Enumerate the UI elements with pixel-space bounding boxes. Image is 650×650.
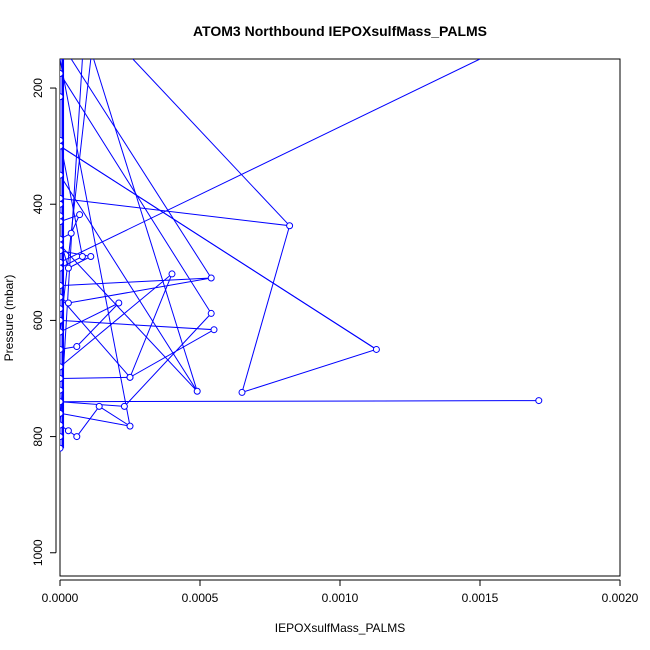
data-point	[87, 253, 95, 261]
data-point	[60, 444, 64, 452]
data-segment	[70, 59, 212, 279]
data-point	[60, 264, 64, 272]
data-point	[60, 241, 64, 249]
series-line	[60, 72, 539, 449]
data-point	[60, 70, 64, 78]
data-point	[60, 212, 64, 220]
x-tick-label: 0.0015	[462, 591, 499, 605]
data-point	[60, 316, 64, 324]
data-point	[95, 402, 103, 410]
data-point	[207, 274, 215, 282]
data-point	[60, 258, 64, 266]
x-tick-label: 0.0000	[42, 591, 79, 605]
data-point	[60, 363, 64, 371]
data-point	[76, 211, 84, 219]
data-point	[60, 142, 64, 150]
data-segment	[132, 59, 290, 227]
data-point	[64, 427, 72, 435]
data-point	[73, 433, 81, 441]
y-tick-label: 600	[31, 310, 45, 330]
data-segment	[60, 59, 92, 333]
data-point	[64, 299, 72, 307]
chart-title: ATOM3 Northbound IEPOXsulfMass_PALMS	[193, 23, 487, 39]
data-point	[286, 222, 294, 230]
data-point	[60, 200, 64, 208]
data-point	[60, 328, 64, 336]
data-point	[372, 345, 380, 353]
data-segment	[93, 59, 198, 392]
data-point	[238, 388, 246, 396]
data-segment	[60, 59, 481, 263]
data-point	[60, 293, 64, 301]
x-tick-label: 0.0005	[182, 591, 219, 605]
y-tick-label: 1000	[31, 539, 45, 566]
data-point	[60, 171, 64, 179]
data-point	[60, 433, 64, 441]
x-axis: 0.0000 0.0005 0.0010 0.0015 0.0020	[42, 579, 639, 605]
data-segment	[60, 59, 131, 427]
data-point	[126, 422, 134, 430]
data-point	[73, 343, 81, 351]
y-tick-label: 200	[31, 78, 45, 98]
y-axis-label: Pressure (mbar)	[2, 275, 16, 362]
data-point	[60, 218, 64, 226]
data-point	[60, 421, 64, 429]
data-point	[60, 136, 64, 144]
data-point	[60, 93, 64, 101]
x-tick-label: 0.0020	[602, 591, 639, 605]
data-point	[115, 299, 123, 307]
data-point	[126, 373, 134, 381]
data-point	[67, 229, 75, 237]
data-point	[60, 374, 64, 382]
data-point	[60, 282, 64, 290]
data-point	[60, 345, 64, 353]
plot-frame	[59, 58, 621, 577]
data-point	[168, 270, 176, 278]
data-point	[210, 326, 218, 334]
y-tick-label: 400	[31, 194, 45, 214]
data-point	[60, 194, 64, 202]
data-point	[120, 402, 128, 410]
x-tick-label: 0.0010	[322, 591, 359, 605]
data-point	[193, 387, 201, 395]
y-tick-label: 800	[31, 426, 45, 446]
data-point	[535, 397, 543, 405]
plot-area	[60, 59, 543, 452]
data-point	[60, 386, 64, 394]
data-point	[78, 253, 86, 261]
data-point	[60, 305, 64, 313]
data-point	[207, 309, 215, 317]
data-point	[64, 264, 72, 272]
x-axis-label: IEPOXsulfMass_PALMS	[275, 621, 406, 635]
data-point	[60, 235, 64, 243]
data-point	[60, 247, 64, 255]
data-point	[60, 398, 64, 406]
data-layer	[60, 59, 543, 452]
y-axis: 200 400 600 800 1000	[31, 78, 57, 566]
data-point	[60, 409, 64, 417]
